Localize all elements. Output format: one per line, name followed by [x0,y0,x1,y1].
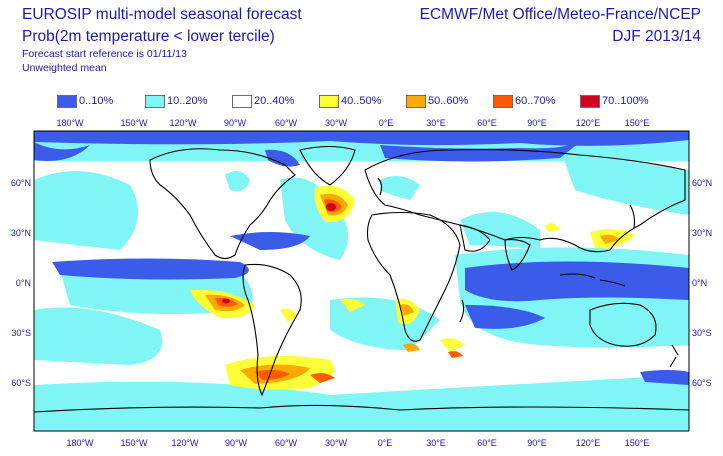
legend-swatch-20-40 [232,94,252,108]
band-70-100 [222,203,336,304]
lat-left-ticks: 60°N 30°N 0°N 30°S 60°S [11,178,31,388]
legend-item: 40..50% [319,94,381,108]
legend-item: 60..70% [493,94,555,108]
lon-tick-label: 120°W [169,118,197,128]
lon-tick-label: 0°E [378,438,393,448]
legend-swatch-0-10 [57,94,77,108]
coastlines [34,145,689,413]
legend-label: 0..10% [79,95,114,107]
lon-tick-label: 30°W [325,438,348,448]
lon-tick-label: 120°E [576,438,601,448]
lon-tick-label: 150°W [120,118,148,128]
lat-tick-label: 0°N [16,278,31,288]
lat-tick-label: 60°N [692,178,712,188]
forecast-start-reference: Forecast start reference is 01/11/13 [22,48,187,60]
legend-label: 10..20% [167,95,208,107]
lon-tick-label: 30°E [426,118,446,128]
legend-label: 40..50% [341,95,382,107]
band-0-10 [34,131,689,385]
lon-tick-label: 150°E [625,118,650,128]
legend-swatch-50-60 [406,94,426,108]
legend-swatch-60-70 [493,94,513,108]
lon-tick-label: 90°W [225,438,248,448]
season-label: DJF 2013/14 [612,28,701,45]
legend-item: 70..100% [580,94,648,108]
lat-tick-label: 60°S [11,378,31,388]
map-title-line1: EUROSIP multi-model seasonal forecast [22,6,302,23]
lon-tick-label: 120°W [171,438,199,448]
lon-tick-label: 90°E [527,118,547,128]
legend-label: 50..60% [428,95,469,107]
lat-tick-label: 60°N [11,178,31,188]
weighting-note: Unweighted mean [22,62,107,74]
lat-tick-label: 30°N [11,228,31,238]
lat-right-ticks: 60°N 30°N 0°N 30°S 60°S [692,178,712,388]
map-frame [33,130,690,432]
legend-item: 20..40% [232,94,294,108]
lon-tick-label: 90°W [224,118,247,128]
legend-label: 60..70% [515,95,556,107]
legend-swatch-70-100 [580,94,600,108]
probability-field [34,131,689,431]
lon-tick-label: 150°W [120,438,148,448]
legend-label: 20..40% [254,95,295,107]
lon-tick-label: 180°W [56,118,84,128]
lat-tick-label: 60°S [692,378,712,388]
lon-tick-label: 60°E [477,118,497,128]
lat-tick-label: 0°N [692,278,707,288]
legend-item: 0..10% [57,94,113,108]
lon-tick-label: 120°E [576,118,601,128]
lon-tick-label: 0°E [379,118,394,128]
lat-tick-label: 30°S [692,328,712,338]
lat-tick-label: 30°S [11,328,31,338]
lon-tick-label: 60°W [275,118,298,128]
lon-top-ticks: 180°W 150°W 120°W 90°W 60°W 30°W 0°E 30°… [56,118,649,128]
map-title-line2: Prob(2m temperature < lower tercile) [22,28,275,45]
lon-bottom-ticks: 180°W 150°W 120°W 90°W 60°W 30°W 0°E 30°… [66,438,649,448]
lon-tick-label: 60°E [477,438,497,448]
agencies-label: ECMWF/Met Office/Meteo-France/NCEP [419,6,701,23]
legend-item: 50..60% [406,94,468,108]
lon-tick-label: 90°E [527,438,547,448]
legend-item: 10..20% [145,94,207,108]
legend-label: 70..100% [602,95,649,107]
lon-tick-label: 60°W [275,438,298,448]
legend-swatch-40-50 [319,94,339,108]
legend-swatch-10-20 [145,94,165,108]
lat-tick-label: 30°N [692,228,712,238]
lon-tick-label: 30°W [325,118,348,128]
lon-tick-label: 30°E [426,438,446,448]
lon-tick-label: 180°W [66,438,94,448]
lon-tick-label: 150°E [625,438,650,448]
